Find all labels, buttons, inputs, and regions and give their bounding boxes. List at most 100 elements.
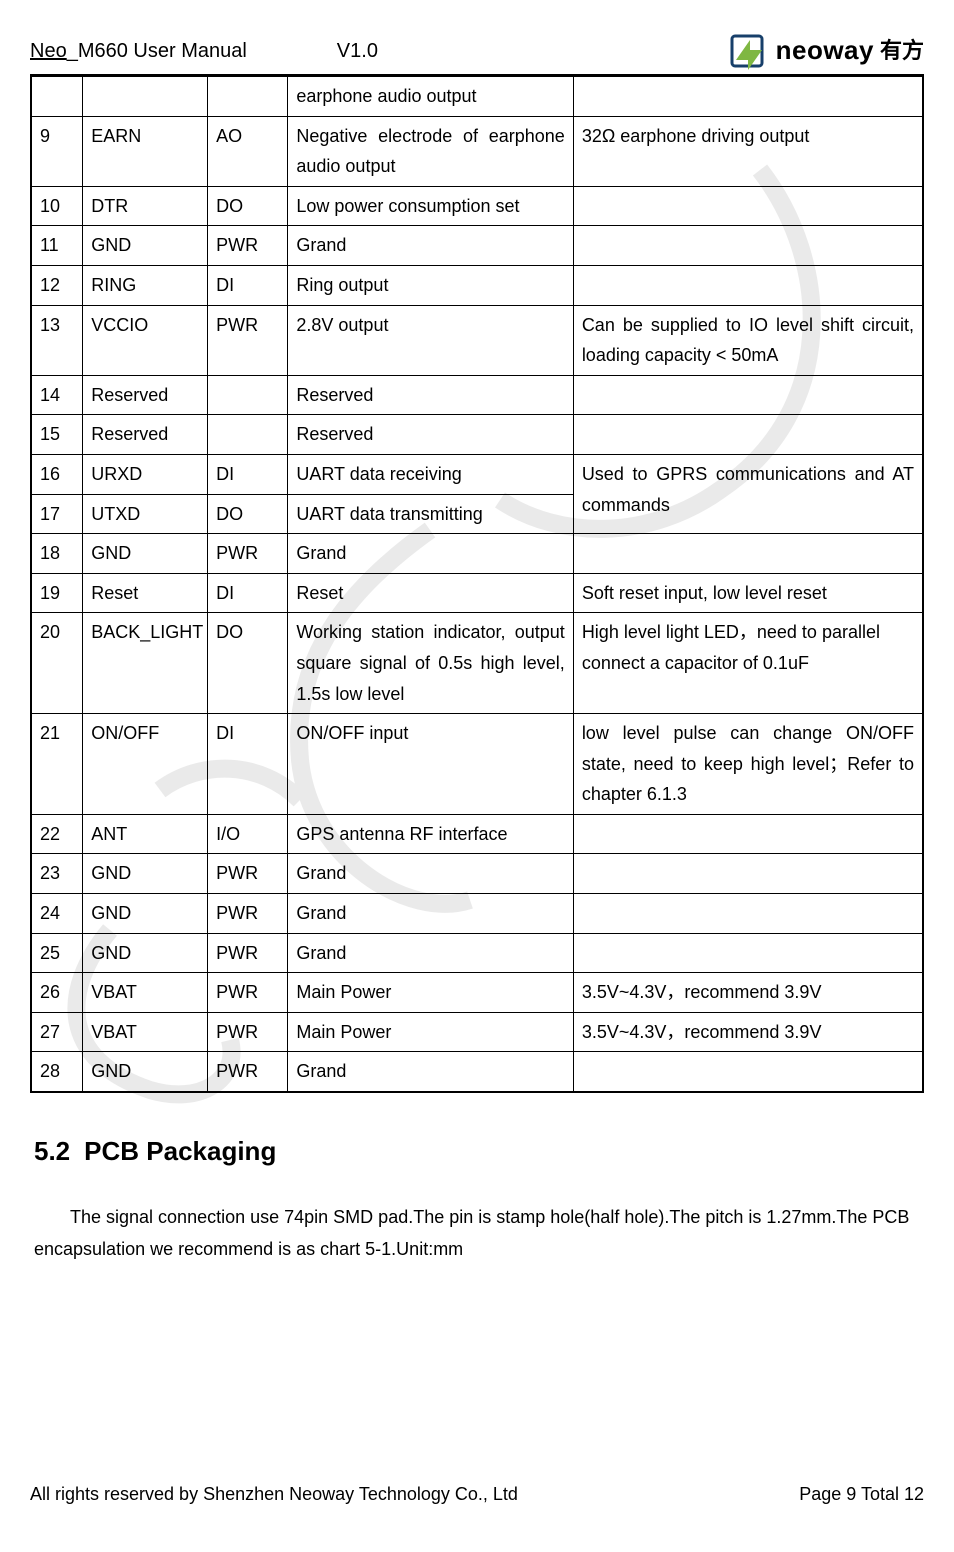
table-row: earphone audio output	[31, 76, 923, 116]
table-row: 20BACK_LIGHTDOWorking station indicator,…	[31, 613, 923, 714]
table-row: 23GNDPWRGrand	[31, 854, 923, 894]
table-row: 19ResetDIResetSoft reset input, low leve…	[31, 573, 923, 613]
cell-pin-num: 20	[31, 613, 83, 714]
table-row: 26VBATPWRMain Power3.5V~4.3V，recommend 3…	[31, 973, 923, 1013]
cell-pin-num: 26	[31, 973, 83, 1013]
cell-pin-name: EARN	[83, 116, 208, 186]
table-row: 14ReservedReserved	[31, 375, 923, 415]
cell-desc: Ring output	[288, 265, 573, 305]
cell-io: PWR	[208, 226, 288, 266]
cell-desc: Grand	[288, 894, 573, 934]
cell-pin-num: 16	[31, 454, 83, 494]
cell-pin-name: ANT	[83, 814, 208, 854]
page-footer: All rights reserved by Shenzhen Neoway T…	[30, 1480, 924, 1509]
cell-note	[573, 76, 923, 116]
section-number: 5.2	[34, 1136, 70, 1166]
cell-pin-num: 27	[31, 1012, 83, 1052]
cell-pin-num: 28	[31, 1052, 83, 1092]
table-row: 9EARNAONegative electrode of earphone au…	[31, 116, 923, 186]
cell-note	[573, 894, 923, 934]
cell-io: PWR	[208, 894, 288, 934]
section-paragraph: The signal connection use 74pin SMD pad.…	[34, 1201, 920, 1266]
footer-page: Page 9 Total 12	[799, 1480, 924, 1509]
cell-desc: Reserved	[288, 415, 573, 455]
cell-note	[573, 534, 923, 574]
cell-io: PWR	[208, 973, 288, 1013]
cell-pin-name: GND	[83, 854, 208, 894]
cell-pin-name: RING	[83, 265, 208, 305]
cell-pin-num: 10	[31, 186, 83, 226]
logo-icon	[728, 30, 770, 72]
cell-pin-num: 24	[31, 894, 83, 934]
cell-pin-num: 25	[31, 933, 83, 973]
cell-desc: Main Power	[288, 973, 573, 1013]
cell-pin-name: VBAT	[83, 973, 208, 1013]
cell-pin-num: 21	[31, 714, 83, 815]
cell-pin-num: 17	[31, 494, 83, 534]
cell-note	[573, 226, 923, 266]
table-row: 15ReservedReserved	[31, 415, 923, 455]
cell-pin-num: 15	[31, 415, 83, 455]
cell-pin-name	[83, 76, 208, 116]
cell-note	[573, 854, 923, 894]
cell-io: DO	[208, 613, 288, 714]
table-row: 28GNDPWRGrand	[31, 1052, 923, 1092]
cell-desc: Low power consumption set	[288, 186, 573, 226]
cell-pin-name: DTR	[83, 186, 208, 226]
cell-io: I/O	[208, 814, 288, 854]
cell-pin-name: VBAT	[83, 1012, 208, 1052]
cell-pin-name: UTXD	[83, 494, 208, 534]
cell-desc: Grand	[288, 226, 573, 266]
logo-cjk: 有方	[880, 33, 924, 68]
cell-note: 3.5V~4.3V，recommend 3.9V	[573, 973, 923, 1013]
logo-text: neoway	[776, 30, 874, 72]
cell-pin-name: GND	[83, 1052, 208, 1092]
cell-pin-num: 22	[31, 814, 83, 854]
table-row: 11GNDPWRGrand	[31, 226, 923, 266]
cell-io	[208, 415, 288, 455]
cell-pin-name: BACK_LIGHT	[83, 613, 208, 714]
table-row: 16URXDDIUART data receivingUsed to GPRS …	[31, 454, 923, 494]
cell-note: 32Ω earphone driving output	[573, 116, 923, 186]
cell-io: PWR	[208, 305, 288, 375]
cell-desc: Grand	[288, 534, 573, 574]
cell-pin-name: VCCIO	[83, 305, 208, 375]
cell-pin-num	[31, 76, 83, 116]
cell-desc: Working station indicator, output square…	[288, 613, 573, 714]
cell-note	[573, 265, 923, 305]
cell-pin-name: Reset	[83, 573, 208, 613]
cell-pin-name: GND	[83, 534, 208, 574]
table-row: 12RINGDIRing output	[31, 265, 923, 305]
cell-pin-num: 23	[31, 854, 83, 894]
cell-pin-num: 13	[31, 305, 83, 375]
cell-io: AO	[208, 116, 288, 186]
cell-desc: earphone audio output	[288, 76, 573, 116]
table-row: 21ON/OFFDION/OFF inputlow level pulse ca…	[31, 714, 923, 815]
cell-pin-num: 14	[31, 375, 83, 415]
cell-desc: ON/OFF input	[288, 714, 573, 815]
cell-io: DO	[208, 186, 288, 226]
table-row: 24GNDPWRGrand	[31, 894, 923, 934]
cell-desc: Main Power	[288, 1012, 573, 1052]
cell-pin-num: 9	[31, 116, 83, 186]
cell-desc: Grand	[288, 1052, 573, 1092]
cell-desc: Grand	[288, 854, 573, 894]
cell-pin-name: ON/OFF	[83, 714, 208, 815]
cell-note	[573, 415, 923, 455]
cell-pin-name: GND	[83, 894, 208, 934]
cell-note	[573, 814, 923, 854]
cell-desc: UART data transmitting	[288, 494, 573, 534]
table-row: 22ANTI/OGPS antenna RF interface	[31, 814, 923, 854]
cell-desc: Negative electrode of earphone audio out…	[288, 116, 573, 186]
cell-desc: UART data receiving	[288, 454, 573, 494]
doc-title: Neo_M660 User Manual	[30, 35, 247, 67]
pin-definition-table: earphone audio output9EARNAONegative ele…	[30, 75, 924, 1093]
section-heading: 5.2PCB Packaging	[34, 1131, 924, 1173]
cell-io	[208, 76, 288, 116]
cell-note	[573, 1052, 923, 1092]
cell-pin-num: 12	[31, 265, 83, 305]
cell-io: PWR	[208, 854, 288, 894]
cell-io: DI	[208, 454, 288, 494]
cell-pin-num: 18	[31, 534, 83, 574]
cell-note	[573, 375, 923, 415]
